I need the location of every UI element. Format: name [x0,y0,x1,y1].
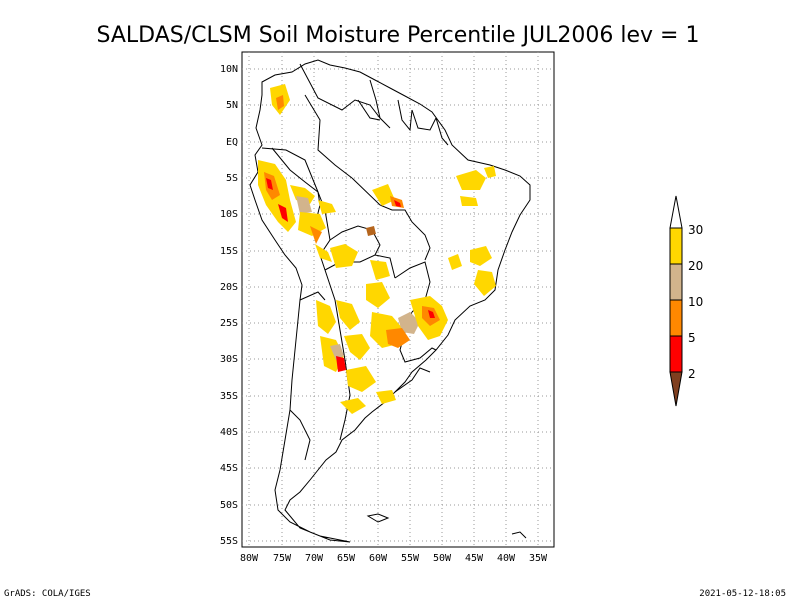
lat-label: 35S [220,391,238,402]
lat-label: 15S [220,246,238,257]
map-frame [241,51,555,548]
colorbar-segment-20-30 [669,227,683,265]
lon-label: 55W [401,553,420,564]
lon-label: 50W [433,553,452,564]
lon-label: 80W [240,553,259,564]
colorbar-label: 20 [688,259,703,273]
lat-label: 45S [220,463,238,474]
colorbar: 30 20 10 5 2 [669,195,703,407]
lat-label: 30S [220,354,238,365]
lat-label: 20S [220,282,238,293]
colorbar-segment-10-20 [669,263,683,301]
lat-label: 5N [226,100,238,111]
colorbar-label: 30 [688,223,703,237]
lat-label: 5S [226,173,238,184]
lon-label: 70W [305,553,324,564]
lon-label: 40W [497,553,516,564]
lat-lon-grid [242,52,554,547]
lon-label: 75W [273,553,292,564]
lat-label: 10S [220,209,238,220]
percentile-patches [258,84,496,414]
colorbar-bottom-arrow [669,371,683,407]
lon-label: 60W [369,553,388,564]
lon-label: 35W [529,553,548,564]
colorbar-segment-5-10 [669,299,683,337]
lat-label: 25S [220,318,238,329]
lat-label: 10N [220,64,238,75]
lat-label: 55S [220,536,238,547]
footer-timestamp: 2021-05-12-18:05 [699,589,786,599]
lat-label: EQ [226,137,238,148]
colorbar-label: 5 [688,331,696,345]
colorbar-segment-2-5 [669,335,683,373]
footer-credit: GrADS: COLA/IGES [4,589,91,599]
longitude-labels: 80W 75W 70W 65W 60W 55W 50W 45W 40W 35W [240,553,548,564]
lon-label: 45W [465,553,484,564]
colorbar-label: 2 [688,367,696,381]
colorbar-label: 10 [688,295,703,309]
map-title: SALDAS/CLSM Soil Moisture Percentile JUL… [97,23,700,48]
lat-label: 50S [220,500,238,511]
lat-label: 40S [220,427,238,438]
latitude-labels: 10N 5N EQ 5S 10S 15S 20S 25S 30S 35S 40S… [220,64,238,547]
lon-label: 65W [337,553,356,564]
colorbar-top-arrow [669,195,683,229]
